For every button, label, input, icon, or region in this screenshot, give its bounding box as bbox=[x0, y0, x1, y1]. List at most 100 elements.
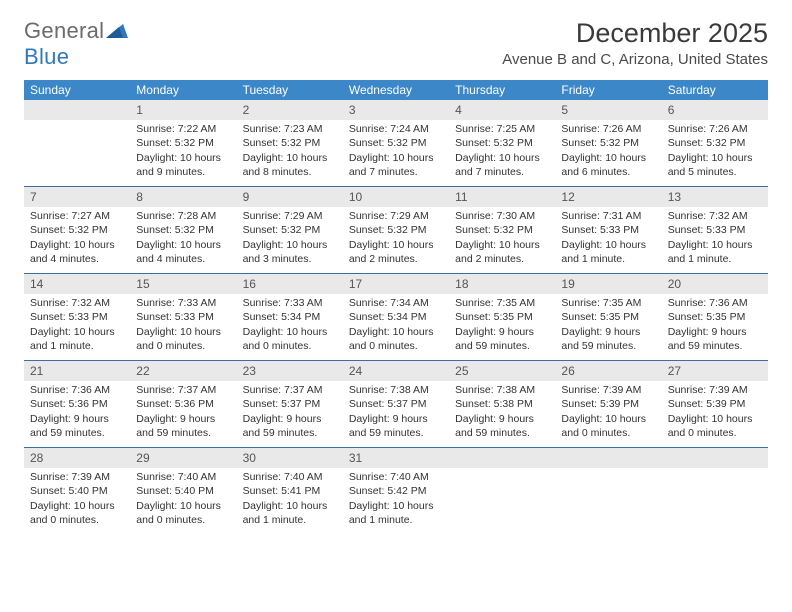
day-number: 14 bbox=[24, 274, 130, 294]
day-info-line: Daylight: 10 hours and 4 minutes. bbox=[30, 238, 124, 266]
day-info-line: Daylight: 9 hours and 59 minutes. bbox=[561, 325, 655, 353]
day-body: Sunrise: 7:40 AMSunset: 5:42 PMDaylight:… bbox=[343, 468, 449, 531]
weekday-label: Wednesday bbox=[343, 80, 449, 100]
week-row: 28Sunrise: 7:39 AMSunset: 5:40 PMDayligh… bbox=[24, 447, 768, 534]
day-info-line: Sunset: 5:40 PM bbox=[136, 484, 230, 498]
week-row: 1Sunrise: 7:22 AMSunset: 5:32 PMDaylight… bbox=[24, 100, 768, 186]
day-info-line: Sunset: 5:32 PM bbox=[30, 223, 124, 237]
day-info-line: Sunrise: 7:28 AM bbox=[136, 209, 230, 223]
day-info-line: Sunrise: 7:40 AM bbox=[349, 470, 443, 484]
brand-part1: General bbox=[24, 18, 104, 43]
day-info-line: Sunset: 5:35 PM bbox=[561, 310, 655, 324]
day-info-line: Daylight: 10 hours and 7 minutes. bbox=[349, 151, 443, 179]
day-info-line: Daylight: 10 hours and 7 minutes. bbox=[455, 151, 549, 179]
week-row: 14Sunrise: 7:32 AMSunset: 5:33 PMDayligh… bbox=[24, 273, 768, 360]
day-body: Sunrise: 7:33 AMSunset: 5:34 PMDaylight:… bbox=[237, 294, 343, 357]
header: GeneralBlue December 2025 Avenue B and C… bbox=[24, 18, 768, 70]
day-cell bbox=[24, 100, 130, 186]
calendar: SundayMondayTuesdayWednesdayThursdayFrid… bbox=[24, 80, 768, 534]
day-body: Sunrise: 7:34 AMSunset: 5:34 PMDaylight:… bbox=[343, 294, 449, 357]
day-cell: 26Sunrise: 7:39 AMSunset: 5:39 PMDayligh… bbox=[555, 361, 661, 447]
weekday-label: Friday bbox=[555, 80, 661, 100]
day-info-line: Daylight: 10 hours and 0 minutes. bbox=[136, 499, 230, 527]
day-info-line: Sunrise: 7:37 AM bbox=[243, 383, 337, 397]
day-info-line: Sunrise: 7:26 AM bbox=[561, 122, 655, 136]
day-info-line: Sunset: 5:33 PM bbox=[136, 310, 230, 324]
day-body: Sunrise: 7:27 AMSunset: 5:32 PMDaylight:… bbox=[24, 207, 130, 270]
day-cell: 24Sunrise: 7:38 AMSunset: 5:37 PMDayligh… bbox=[343, 361, 449, 447]
day-info-line: Sunrise: 7:24 AM bbox=[349, 122, 443, 136]
day-body: Sunrise: 7:37 AMSunset: 5:36 PMDaylight:… bbox=[130, 381, 236, 444]
day-info-line: Daylight: 10 hours and 4 minutes. bbox=[136, 238, 230, 266]
day-info-line: Daylight: 10 hours and 1 minute. bbox=[668, 238, 762, 266]
day-info-line: Daylight: 9 hours and 59 minutes. bbox=[668, 325, 762, 353]
day-info-line: Sunset: 5:32 PM bbox=[349, 136, 443, 150]
day-info-line: Sunset: 5:33 PM bbox=[561, 223, 655, 237]
day-info-line: Sunrise: 7:32 AM bbox=[30, 296, 124, 310]
day-info-line: Sunset: 5:32 PM bbox=[243, 136, 337, 150]
day-cell: 9Sunrise: 7:29 AMSunset: 5:32 PMDaylight… bbox=[237, 187, 343, 273]
day-body bbox=[662, 468, 768, 474]
day-number: 28 bbox=[24, 448, 130, 468]
day-number: 30 bbox=[237, 448, 343, 468]
day-info-line: Daylight: 10 hours and 1 minute. bbox=[349, 499, 443, 527]
day-cell: 8Sunrise: 7:28 AMSunset: 5:32 PMDaylight… bbox=[130, 187, 236, 273]
day-info-line: Sunset: 5:37 PM bbox=[349, 397, 443, 411]
day-info-line: Sunset: 5:32 PM bbox=[243, 223, 337, 237]
day-info-line: Sunset: 5:32 PM bbox=[136, 223, 230, 237]
day-info-line: Sunrise: 7:35 AM bbox=[561, 296, 655, 310]
day-cell: 29Sunrise: 7:40 AMSunset: 5:40 PMDayligh… bbox=[130, 448, 236, 534]
day-info-line: Daylight: 10 hours and 0 minutes. bbox=[561, 412, 655, 440]
day-info-line: Sunset: 5:40 PM bbox=[30, 484, 124, 498]
day-cell: 13Sunrise: 7:32 AMSunset: 5:33 PMDayligh… bbox=[662, 187, 768, 273]
day-number: 4 bbox=[449, 100, 555, 120]
day-cell: 6Sunrise: 7:26 AMSunset: 5:32 PMDaylight… bbox=[662, 100, 768, 186]
day-info-line: Daylight: 10 hours and 0 minutes. bbox=[349, 325, 443, 353]
day-body: Sunrise: 7:24 AMSunset: 5:32 PMDaylight:… bbox=[343, 120, 449, 183]
day-info-line: Daylight: 10 hours and 2 minutes. bbox=[455, 238, 549, 266]
day-info-line: Daylight: 10 hours and 0 minutes. bbox=[243, 325, 337, 353]
day-info-line: Sunset: 5:35 PM bbox=[455, 310, 549, 324]
location-text: Avenue B and C, Arizona, United States bbox=[502, 51, 768, 68]
day-info-line: Sunset: 5:32 PM bbox=[455, 223, 549, 237]
day-body: Sunrise: 7:35 AMSunset: 5:35 PMDaylight:… bbox=[449, 294, 555, 357]
day-cell bbox=[555, 448, 661, 534]
day-cell: 7Sunrise: 7:27 AMSunset: 5:32 PMDaylight… bbox=[24, 187, 130, 273]
day-info-line: Sunrise: 7:25 AM bbox=[455, 122, 549, 136]
day-info-line: Daylight: 10 hours and 2 minutes. bbox=[349, 238, 443, 266]
day-body: Sunrise: 7:32 AMSunset: 5:33 PMDaylight:… bbox=[24, 294, 130, 357]
day-info-line: Sunrise: 7:38 AM bbox=[455, 383, 549, 397]
day-body: Sunrise: 7:33 AMSunset: 5:33 PMDaylight:… bbox=[130, 294, 236, 357]
day-info-line: Sunset: 5:32 PM bbox=[349, 223, 443, 237]
day-info-line: Sunrise: 7:35 AM bbox=[455, 296, 549, 310]
day-cell: 5Sunrise: 7:26 AMSunset: 5:32 PMDaylight… bbox=[555, 100, 661, 186]
day-number: 16 bbox=[237, 274, 343, 294]
day-info-line: Sunrise: 7:39 AM bbox=[668, 383, 762, 397]
day-cell: 1Sunrise: 7:22 AMSunset: 5:32 PMDaylight… bbox=[130, 100, 236, 186]
day-info-line: Daylight: 10 hours and 0 minutes. bbox=[30, 499, 124, 527]
day-info-line: Sunrise: 7:29 AM bbox=[243, 209, 337, 223]
weekday-label: Thursday bbox=[449, 80, 555, 100]
day-info-line: Sunrise: 7:33 AM bbox=[136, 296, 230, 310]
day-info-line: Sunrise: 7:29 AM bbox=[349, 209, 443, 223]
day-cell: 11Sunrise: 7:30 AMSunset: 5:32 PMDayligh… bbox=[449, 187, 555, 273]
day-info-line: Daylight: 10 hours and 1 minute. bbox=[561, 238, 655, 266]
day-number: 13 bbox=[662, 187, 768, 207]
weekday-label: Tuesday bbox=[237, 80, 343, 100]
day-info-line: Sunrise: 7:38 AM bbox=[349, 383, 443, 397]
page: GeneralBlue December 2025 Avenue B and C… bbox=[0, 0, 792, 534]
day-number bbox=[555, 448, 661, 468]
brand-part2: Blue bbox=[24, 44, 69, 69]
day-number: 7 bbox=[24, 187, 130, 207]
day-body: Sunrise: 7:29 AMSunset: 5:32 PMDaylight:… bbox=[343, 207, 449, 270]
day-info-line: Sunset: 5:34 PM bbox=[349, 310, 443, 324]
day-body: Sunrise: 7:26 AMSunset: 5:32 PMDaylight:… bbox=[662, 120, 768, 183]
day-body: Sunrise: 7:37 AMSunset: 5:37 PMDaylight:… bbox=[237, 381, 343, 444]
day-body bbox=[24, 120, 130, 126]
day-info-line: Sunrise: 7:34 AM bbox=[349, 296, 443, 310]
day-cell: 25Sunrise: 7:38 AMSunset: 5:38 PMDayligh… bbox=[449, 361, 555, 447]
day-number: 21 bbox=[24, 361, 130, 381]
day-number: 27 bbox=[662, 361, 768, 381]
day-body: Sunrise: 7:25 AMSunset: 5:32 PMDaylight:… bbox=[449, 120, 555, 183]
day-number: 2 bbox=[237, 100, 343, 120]
